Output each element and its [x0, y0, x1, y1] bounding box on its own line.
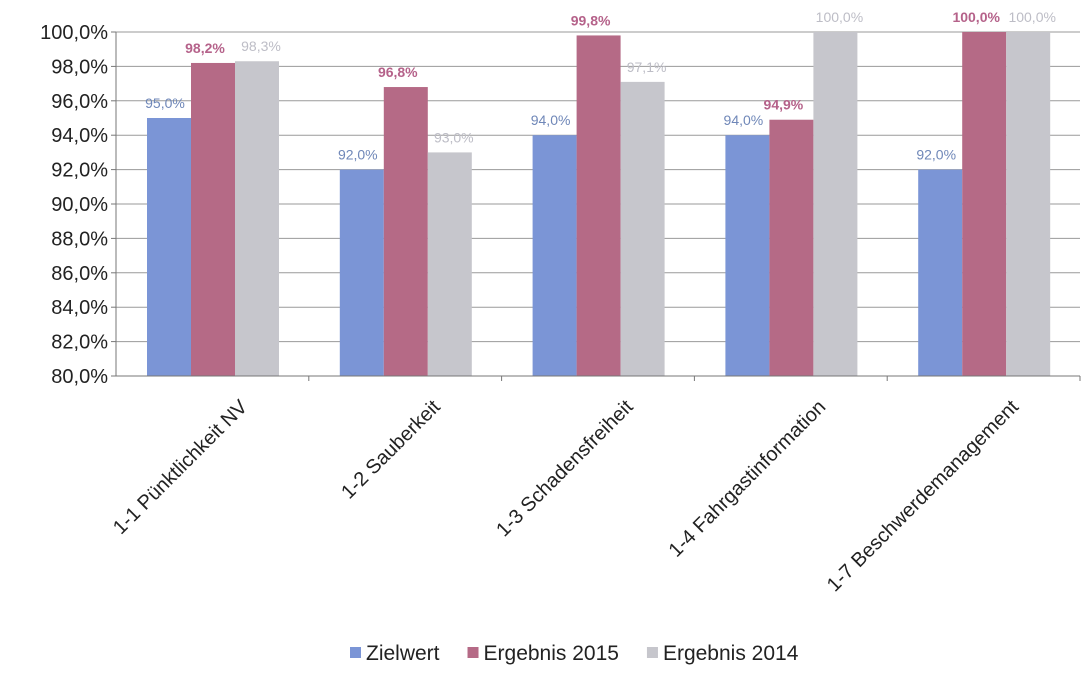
y-tick-label: 88,0%	[51, 228, 108, 250]
legend-swatch	[467, 647, 479, 658]
bar	[191, 62, 235, 377]
x-axis-ticks: 1-1 Pünktlichkeit NV 1-2 Sauberkeit 1-3 Sc…	[109, 396, 1023, 597]
data-label: 95,0%	[145, 95, 185, 111]
legend: Zielwert Ergebnis 2015 Ergebnis 2014	[350, 642, 799, 665]
y-tick-label: 84,0%	[51, 297, 108, 319]
bar	[235, 61, 279, 377]
y-tick-label: 90,0%	[51, 194, 108, 216]
data-label: 100,0%	[952, 9, 1000, 25]
x-tick-label: 1-1 Pünktlichkeit NV	[109, 396, 252, 539]
x-tick-label: 1-2 Sauberkeit	[337, 396, 445, 504]
legend-label: Ergebnis 2014	[663, 642, 799, 665]
bar	[725, 135, 770, 376]
data-label: 100,0%	[816, 9, 863, 25]
data-label: 92,0%	[916, 147, 956, 163]
bar	[427, 152, 472, 376]
x-tick-label: 1-7 Beschwerdemanagement	[823, 396, 1024, 597]
data-label: 98,3%	[241, 38, 281, 54]
data-label: 94,0%	[531, 112, 571, 128]
data-label: 99,8%	[571, 12, 611, 28]
bar	[918, 169, 963, 376]
y-tick-label: 86,0%	[51, 263, 108, 285]
legend-label: Ergebnis 2015	[484, 642, 619, 665]
data-label: 94,0%	[724, 112, 764, 128]
y-tick-label: 92,0%	[51, 160, 108, 182]
y-tick-label: 96,0%	[51, 91, 108, 113]
y-tick-label: 98,0%	[51, 56, 108, 78]
data-label: 97,1%	[627, 59, 667, 75]
data-label: 93,0%	[434, 129, 474, 145]
y-axis-ticks: 80,0% 82,0% 84,0% 86,0% 88,0% 90,0% 92,0% 94,0%…	[40, 22, 108, 388]
bar	[339, 169, 384, 376]
y-tick-label: 94,0%	[51, 125, 108, 147]
bar	[813, 32, 858, 376]
bar	[769, 119, 814, 376]
bar	[532, 135, 577, 376]
bar	[620, 81, 665, 376]
bar	[576, 35, 621, 376]
data-label: 98,2%	[185, 40, 225, 56]
data-label: 100,0%	[1008, 9, 1055, 25]
bar	[383, 87, 428, 376]
data-label: 96,8%	[378, 64, 418, 80]
legend-label: Zielwert	[366, 642, 440, 665]
y-tick-label: 80,0%	[51, 366, 108, 388]
bars	[147, 32, 1051, 377]
x-tick-label: 1-4 Fahrgastinformation	[665, 396, 831, 562]
legend-swatch	[350, 647, 361, 658]
data-label: 92,0%	[338, 147, 378, 163]
x-tick-label: 1-3 Schadensfreiheit	[492, 396, 638, 542]
bar	[1006, 32, 1051, 376]
data-label: 94,9%	[764, 97, 804, 113]
y-tick-label: 82,0%	[51, 332, 108, 354]
bar	[962, 32, 1007, 376]
legend-swatch	[646, 647, 658, 658]
axes	[111, 31, 1081, 381]
y-tick-label: 100,0%	[40, 22, 108, 44]
bar	[147, 118, 191, 376]
data-labels: 95,0% 98,2% 98,3% 92,0% 96,8% 93,0% 94,0% 99,8%…	[145, 9, 1056, 163]
